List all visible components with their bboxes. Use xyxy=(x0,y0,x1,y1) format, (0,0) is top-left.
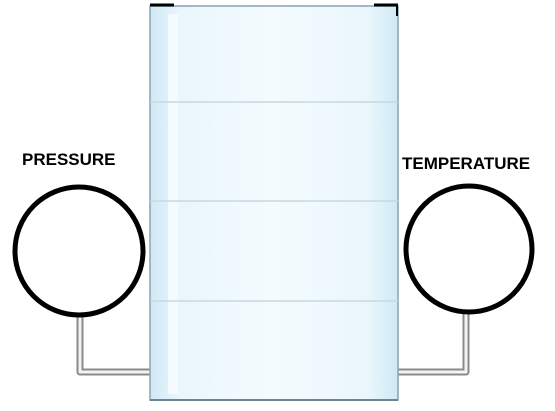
pressure-label: PRESSURE xyxy=(22,150,116,169)
tank-highlight xyxy=(168,14,178,394)
tank-body xyxy=(149,5,399,401)
pressure-pipe xyxy=(76,306,152,376)
tank xyxy=(149,3,399,401)
temperature-label: TEMPERATURE xyxy=(402,154,531,173)
temperature-gauge xyxy=(403,183,535,315)
pressure-gauge xyxy=(12,184,146,318)
temperature-pipe xyxy=(398,304,470,376)
